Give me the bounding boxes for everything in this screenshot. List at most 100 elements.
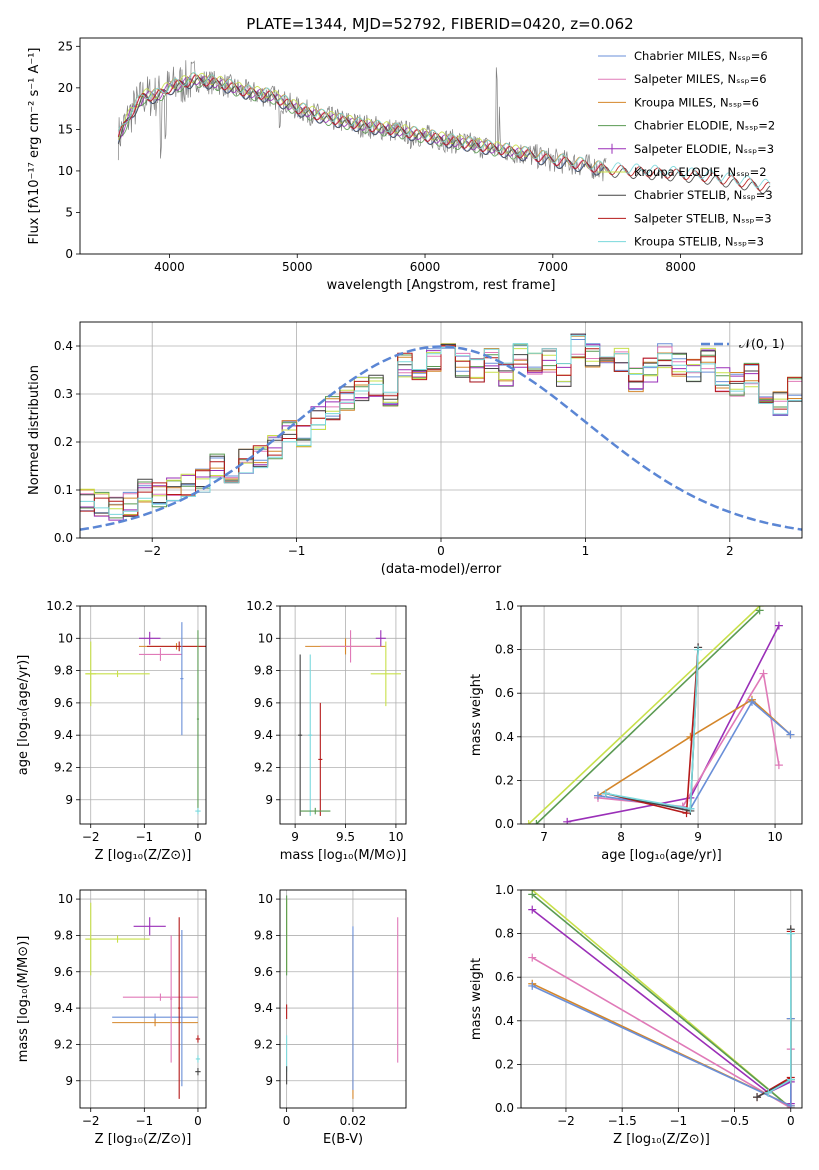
point-marker: [524, 820, 533, 824]
histogram-step: [80, 333, 802, 517]
y-tick-label: 5: [65, 205, 73, 219]
x-tick-label: 8: [617, 830, 625, 844]
y-tick-label: 0.0: [495, 817, 514, 831]
legend-label: Salpeter ELODIE, Nₛₛₚ=3: [634, 142, 774, 156]
legend-label: Salpeter STELIB, Nₛₛₚ=3: [634, 211, 772, 225]
y-axis-label: mass weight: [469, 958, 484, 1040]
x-axis-label: Z [log₁₀(Z/Z⊙)]: [95, 1132, 192, 1147]
series-line: [756, 929, 792, 1098]
y-tick-label: 20: [58, 81, 73, 95]
data-point: [112, 1018, 198, 1027]
x-tick-label: 9: [694, 830, 702, 844]
x-tick-label: −1: [670, 1114, 688, 1128]
series-line: [528, 606, 761, 824]
point-marker: [694, 645, 703, 654]
data-point: [85, 670, 150, 678]
gaussian-curve: [80, 345, 802, 531]
data-point: [85, 935, 150, 943]
x-axis-label: E(B-V): [323, 1132, 363, 1147]
y-axis-label: Flux [fλ10⁻¹⁷ erg cm⁻² s⁻¹ A⁻¹]: [27, 48, 42, 245]
histogram-step: [80, 339, 802, 514]
axes-frame: [520, 889, 803, 1109]
point-marker: [528, 953, 537, 962]
data-point: [370, 641, 401, 707]
panel-mass-weight-vs-Z: −2 −1.5 −1 −0.5 0 0.0 0.2 0.4 0.6 0.8 1.0 Z [log₁₀(…: [469, 883, 803, 1147]
plot-area: [85, 622, 206, 815]
panel-residual-histogram: −2 −1 0 1 2 0.0 0.1 0.2 0.3 0.4 (data-model)/error…: [27, 321, 803, 577]
point-marker: [753, 1093, 762, 1102]
series-line: [535, 609, 761, 824]
x-tick-label: 6000: [410, 260, 441, 274]
x-tick-label: −1.5: [608, 1114, 637, 1128]
x-tick-label: 10: [388, 830, 403, 844]
series-line: [756, 931, 792, 1098]
x-axis-label: Z [log₁₀(Z/Z⊙)]: [613, 1132, 710, 1147]
y-tick-label: 0.4: [495, 1014, 514, 1028]
series-line: [767, 933, 792, 1094]
data-point: [180, 929, 183, 1087]
point-marker: [786, 1101, 795, 1108]
x-axis-label: age [log₁₀(age/yr)]: [601, 848, 722, 863]
point-marker: [764, 1088, 773, 1097]
y-tick-label: 0.0: [54, 531, 73, 545]
y-axis-label: age [log₁₀(age/yr)]: [16, 655, 31, 776]
x-axis-label: Z [log₁₀(Z/Z⊙)]: [95, 848, 192, 863]
point-marker: [786, 1075, 795, 1084]
axes-frame: [79, 605, 207, 825]
plot-area: [286, 895, 399, 1099]
x-tick-label: 0: [787, 1114, 795, 1128]
axes-frame: [279, 889, 407, 1109]
data-point: [195, 807, 201, 815]
x-axis-label: mass [log₁₀(M/M⊙)]: [280, 848, 407, 863]
y-tick-label: 0.8: [495, 643, 514, 657]
y-tick-label: 9.2: [54, 1037, 73, 1051]
y-axis-label: mass [log₁₀(M/M⊙)]: [16, 936, 31, 1063]
point-marker: [528, 890, 537, 899]
axes-frame: [279, 605, 407, 825]
y-axis-label: mass weight: [469, 674, 484, 756]
axes-frame: [79, 37, 803, 255]
x-tick-label: 9.5: [336, 830, 355, 844]
point-marker: [528, 981, 537, 990]
figure-title: PLATE=1344, MJD=52792, FIBERID=0420, z=0…: [246, 15, 633, 33]
legend: 𝒩(0, 1): [701, 336, 785, 351]
y-tick-label: 9: [265, 793, 273, 807]
y-tick-label: 10: [258, 892, 273, 906]
histogram-step: [80, 345, 802, 516]
plot-area: [85, 902, 201, 1099]
model-spectrum: [117, 72, 771, 188]
series-line: [531, 893, 792, 1108]
histogram-step: [80, 343, 802, 519]
y-tick-label: 9.6: [54, 696, 73, 710]
point-marker: [686, 804, 695, 813]
legend-label: Chabrier STELIB, Nₛₛₚ=3: [634, 188, 773, 202]
x-tick-label: 0: [194, 1114, 202, 1128]
y-tick-label: 9.2: [254, 1037, 273, 1051]
x-axis-label: wavelength [Angstrom, rest frame]: [327, 278, 556, 293]
x-tick-label: 4000: [154, 260, 185, 274]
data-point: [138, 631, 161, 645]
point-marker: [774, 761, 783, 770]
y-tick-label: 10: [258, 631, 273, 645]
y-tick-label: 0.6: [495, 686, 514, 700]
legend-label: Salpeter MILES, Nₛₛₚ=6: [634, 72, 767, 86]
x-tick-label: 8000: [665, 260, 696, 274]
x-tick-label: −2: [557, 1114, 575, 1128]
point-marker: [774, 621, 783, 630]
data-point: [318, 702, 323, 816]
x-tick-label: 0: [194, 830, 202, 844]
model-spectrum: [117, 72, 528, 157]
x-tick-label: 1: [582, 544, 590, 558]
x-tick-label: 9: [291, 830, 299, 844]
y-tick-label: 0.1: [54, 483, 73, 497]
histogram-step: [80, 335, 802, 515]
series-line: [605, 647, 699, 815]
legend-label: Chabrier ELODIE, Nₛₛₚ=2: [634, 119, 775, 133]
point-marker: [786, 929, 795, 938]
plot-area: [80, 333, 802, 531]
y-tick-label: 9.6: [54, 965, 73, 979]
y-tick-label: 9.8: [54, 664, 73, 678]
x-axis-label: (data-model)/error: [381, 562, 502, 577]
histogram-step: [80, 345, 802, 498]
y-tick-label: 9: [65, 1074, 73, 1088]
